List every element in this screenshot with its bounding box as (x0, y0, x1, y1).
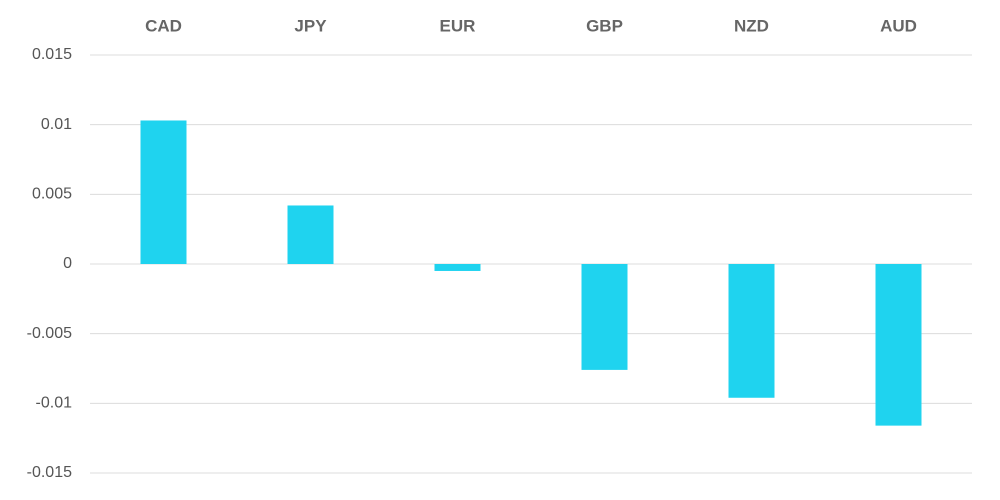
bar (728, 264, 775, 398)
y-tick-label: 0.005 (32, 186, 72, 203)
x-tick-label: JPY (294, 16, 327, 35)
y-tick-label: -0.005 (27, 325, 72, 342)
x-tick-label: EUR (440, 16, 476, 35)
y-tick-label: 0 (63, 255, 72, 272)
bar (434, 264, 481, 271)
x-tick-label: GBP (586, 16, 623, 35)
bar (287, 205, 334, 264)
x-tick-label: NZD (734, 16, 769, 35)
y-tick-label: 0.015 (32, 46, 72, 63)
bar (581, 264, 628, 370)
x-tick-label: CAD (145, 16, 182, 35)
y-tick-label: -0.015 (27, 464, 72, 481)
y-tick-label: 0.01 (41, 116, 72, 133)
x-tick-label: AUD (880, 16, 917, 35)
y-tick-label: -0.01 (36, 395, 73, 412)
bar (875, 264, 922, 426)
bar (140, 120, 187, 264)
